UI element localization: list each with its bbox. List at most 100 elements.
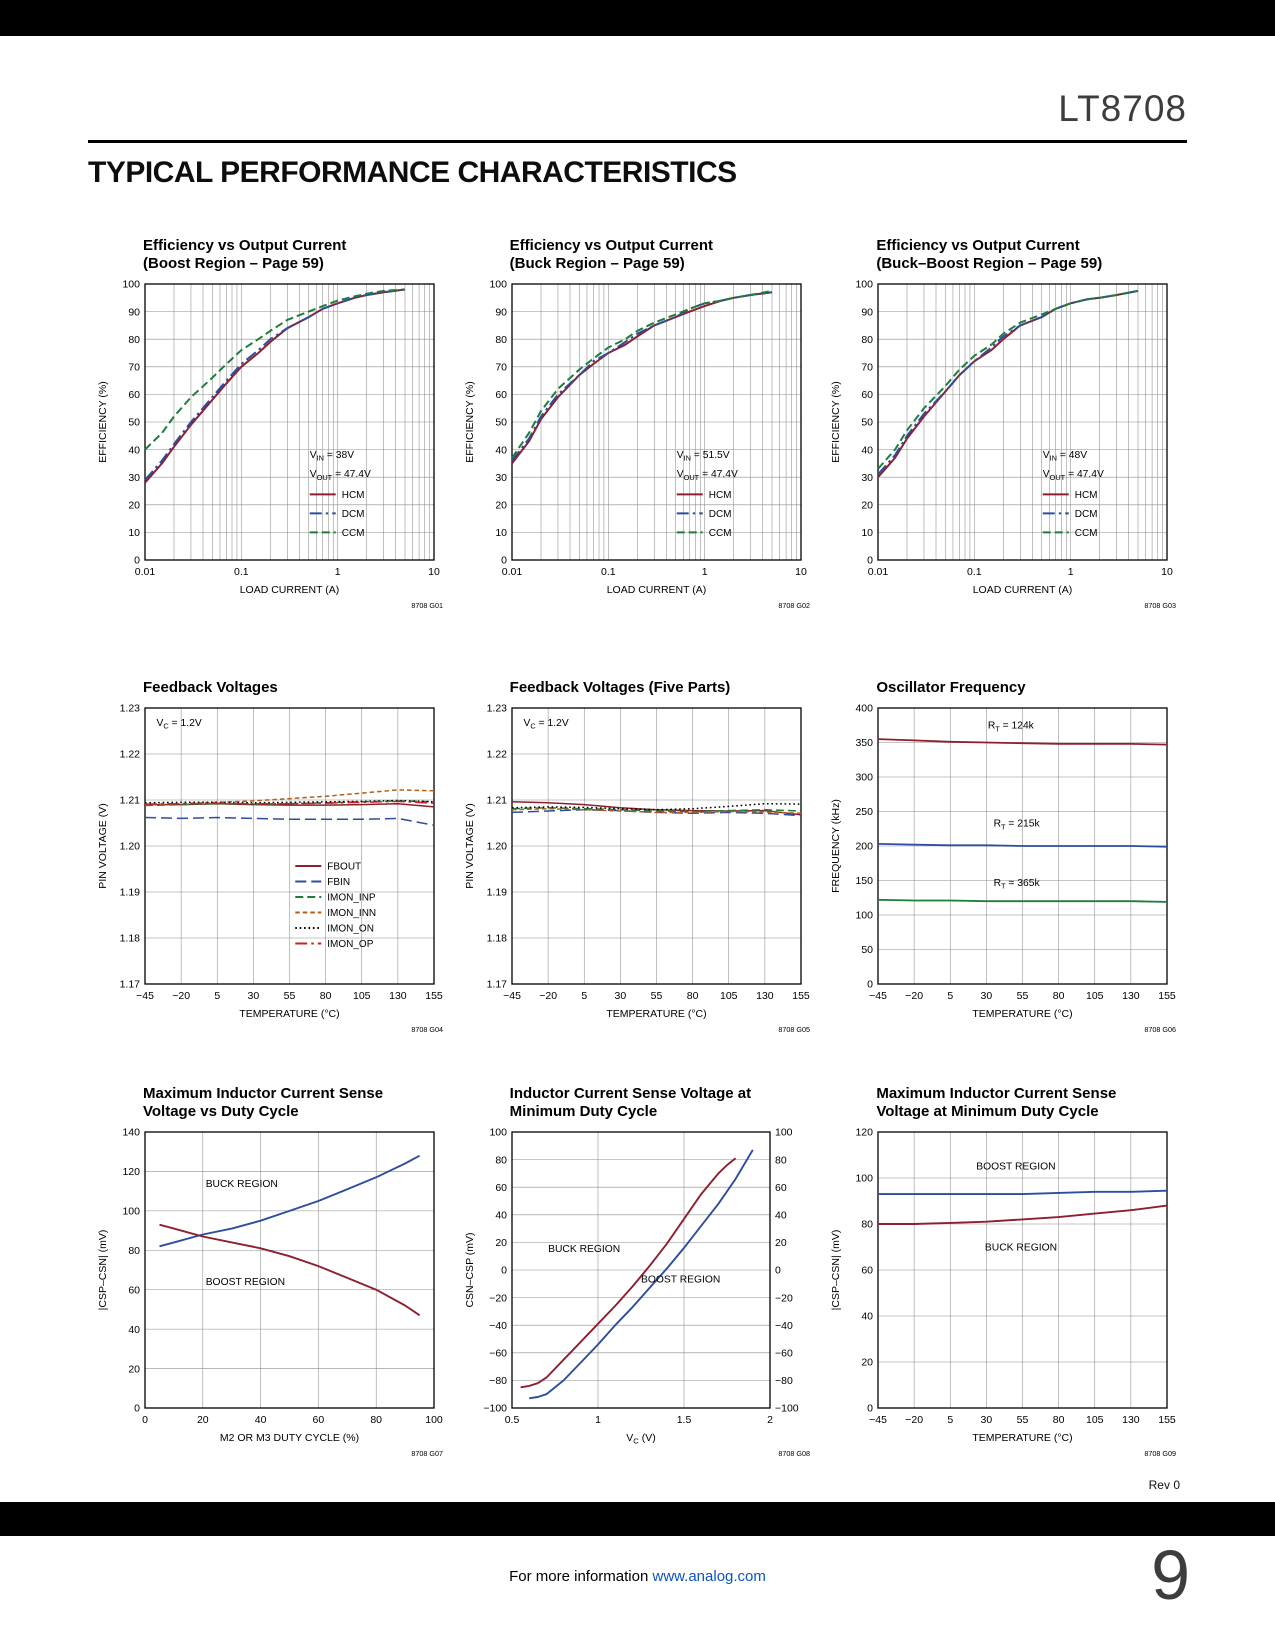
svg-text:BOOST REGION: BOOST REGION (641, 1274, 720, 1285)
svg-text:8708 G04: 8708 G04 (411, 1025, 443, 1034)
svg-text:VIN = 48V: VIN = 48V (1043, 450, 1087, 463)
svg-text:100: 100 (775, 1127, 793, 1139)
svg-text:0: 0 (775, 1265, 781, 1277)
svg-text:20: 20 (495, 1237, 507, 1249)
svg-text:8708 G03: 8708 G03 (1145, 601, 1177, 610)
svg-text:−80: −80 (489, 1375, 507, 1387)
svg-text:5: 5 (581, 990, 587, 1002)
svg-text:20: 20 (128, 500, 140, 512)
svg-text:20: 20 (197, 1414, 209, 1426)
svg-text:0: 0 (134, 555, 140, 567)
svg-text:−20: −20 (489, 1292, 507, 1304)
svg-text:100: 100 (122, 279, 140, 291)
svg-text:80: 80 (128, 1245, 140, 1257)
chart-title-line1: Efficiency vs Output Current (509, 236, 714, 254)
svg-text:60: 60 (128, 389, 140, 401)
svg-text:0: 0 (142, 1414, 148, 1426)
svg-text:VOUT = 47.4V: VOUT = 47.4V (1043, 469, 1104, 482)
svg-text:40: 40 (495, 444, 507, 456)
svg-text:8708 G05: 8708 G05 (778, 1025, 810, 1034)
svg-text:155: 155 (425, 990, 443, 1002)
svg-text:90: 90 (862, 306, 874, 318)
svg-text:−40: −40 (775, 1320, 793, 1332)
svg-text:155: 155 (792, 990, 810, 1002)
svg-text:80: 80 (495, 1154, 507, 1166)
chart-title-line1: Inductor Current Sense Voltage at (509, 1084, 752, 1102)
svg-text:FREQUENCY (kHz): FREQUENCY (kHz) (830, 799, 842, 893)
svg-text:40: 40 (255, 1414, 267, 1426)
svg-text:−60: −60 (489, 1348, 507, 1360)
svg-text:80: 80 (1053, 1414, 1065, 1426)
svg-text:IMON_OP: IMON_OP (327, 939, 373, 950)
svg-text:RT = 215k: RT = 215k (994, 819, 1041, 832)
svg-text:0.5: 0.5 (504, 1414, 519, 1426)
svg-text:90: 90 (128, 306, 140, 318)
svg-text:90: 90 (495, 306, 507, 318)
svg-text:1.23: 1.23 (120, 703, 141, 715)
svg-text:|CSP–CSN| (mV): |CSP–CSN| (mV) (830, 1230, 842, 1311)
svg-text:70: 70 (128, 362, 140, 374)
svg-text:80: 80 (862, 334, 874, 346)
svg-text:8708 G02: 8708 G02 (778, 601, 810, 610)
svg-text:LOAD CURRENT (A): LOAD CURRENT (A) (606, 584, 706, 596)
svg-text:−45: −45 (869, 990, 887, 1002)
svg-text:10: 10 (862, 527, 874, 539)
svg-text:IMON_ON: IMON_ON (327, 923, 374, 934)
svg-text:−100: −100 (775, 1403, 799, 1415)
svg-text:TEMPERATURE (°C): TEMPERATURE (°C) (973, 1008, 1073, 1020)
svg-text:IMON_INN: IMON_INN (327, 908, 376, 919)
svg-text:55: 55 (1017, 1414, 1029, 1426)
svg-text:1: 1 (1068, 566, 1074, 578)
svg-text:60: 60 (495, 1182, 507, 1194)
chart-title-line1: Feedback Voltages (143, 679, 278, 697)
svg-text:|CSP–CSN| (mV): |CSP–CSN| (mV) (97, 1230, 109, 1311)
svg-text:TEMPERATURE (°C): TEMPERATURE (°C) (239, 1008, 339, 1020)
svg-text:70: 70 (862, 362, 874, 374)
chart-canvas-g04: −45 −20 5 30 55 80 105 130 155 1.17 1.18 1.19 1.20 1.… (97, 703, 443, 1034)
svg-text:CCM: CCM (1075, 528, 1098, 539)
svg-text:60: 60 (862, 1265, 874, 1277)
svg-text:CCM: CCM (708, 528, 731, 539)
svg-text:0: 0 (867, 1403, 873, 1415)
svg-text:10: 10 (495, 527, 507, 539)
chart-canvas-g05: −45 −20 5 30 55 80 105 130 155 1.17 1.18 1.19 1.20 1.… (464, 703, 810, 1034)
chart-title-line1: Efficiency vs Output Current (143, 236, 347, 254)
svg-text:1.22: 1.22 (486, 749, 507, 761)
top-page-bar (0, 0, 1275, 36)
svg-text:120: 120 (122, 1166, 140, 1178)
svg-text:105: 105 (353, 990, 371, 1002)
svg-text:HCM: HCM (708, 490, 731, 501)
svg-text:140: 140 (122, 1127, 140, 1139)
analog-link[interactable]: www.analog.com (652, 1568, 766, 1585)
svg-text:155: 155 (1159, 1414, 1177, 1426)
svg-text:55: 55 (650, 990, 662, 1002)
svg-text:30: 30 (981, 1414, 993, 1426)
svg-text:10: 10 (795, 566, 807, 578)
svg-text:0: 0 (134, 1403, 140, 1415)
svg-text:VC = 1.2V: VC = 1.2V (523, 718, 568, 731)
svg-text:80: 80 (128, 334, 140, 346)
svg-text:HCM: HCM (342, 490, 365, 501)
svg-text:130: 130 (1122, 1414, 1140, 1426)
svg-text:350: 350 (856, 737, 874, 749)
chart-title-line1: Oscillator Frequency (876, 679, 1026, 697)
svg-text:30: 30 (862, 472, 874, 484)
svg-text:−40: −40 (489, 1320, 507, 1332)
chart-panel-g05: Feedback Voltages (Five Parts) −45 −20 5 30… (462, 656, 814, 1040)
svg-text:VC (V): VC (V) (626, 1432, 655, 1446)
svg-text:20: 20 (495, 500, 507, 512)
svg-text:20: 20 (862, 1357, 874, 1369)
svg-text:0: 0 (867, 555, 873, 567)
svg-text:−20: −20 (172, 990, 190, 1002)
svg-text:LOAD CURRENT (A): LOAD CURRENT (A) (240, 584, 340, 596)
svg-text:50: 50 (862, 944, 874, 956)
svg-text:40: 40 (128, 444, 140, 456)
chart-title: Efficiency vs Output Current (Buck–Boost… (828, 232, 1180, 274)
svg-text:10: 10 (428, 566, 440, 578)
svg-text:100: 100 (122, 1206, 140, 1218)
chart-panel-g08: Inductor Current Sense Voltage at Minimu… (462, 1080, 814, 1464)
svg-text:CSN–CSP (mV): CSN–CSP (mV) (464, 1232, 476, 1307)
svg-text:2: 2 (767, 1414, 773, 1426)
chart-title: Efficiency vs Output Current (Boost Regi… (95, 232, 447, 274)
